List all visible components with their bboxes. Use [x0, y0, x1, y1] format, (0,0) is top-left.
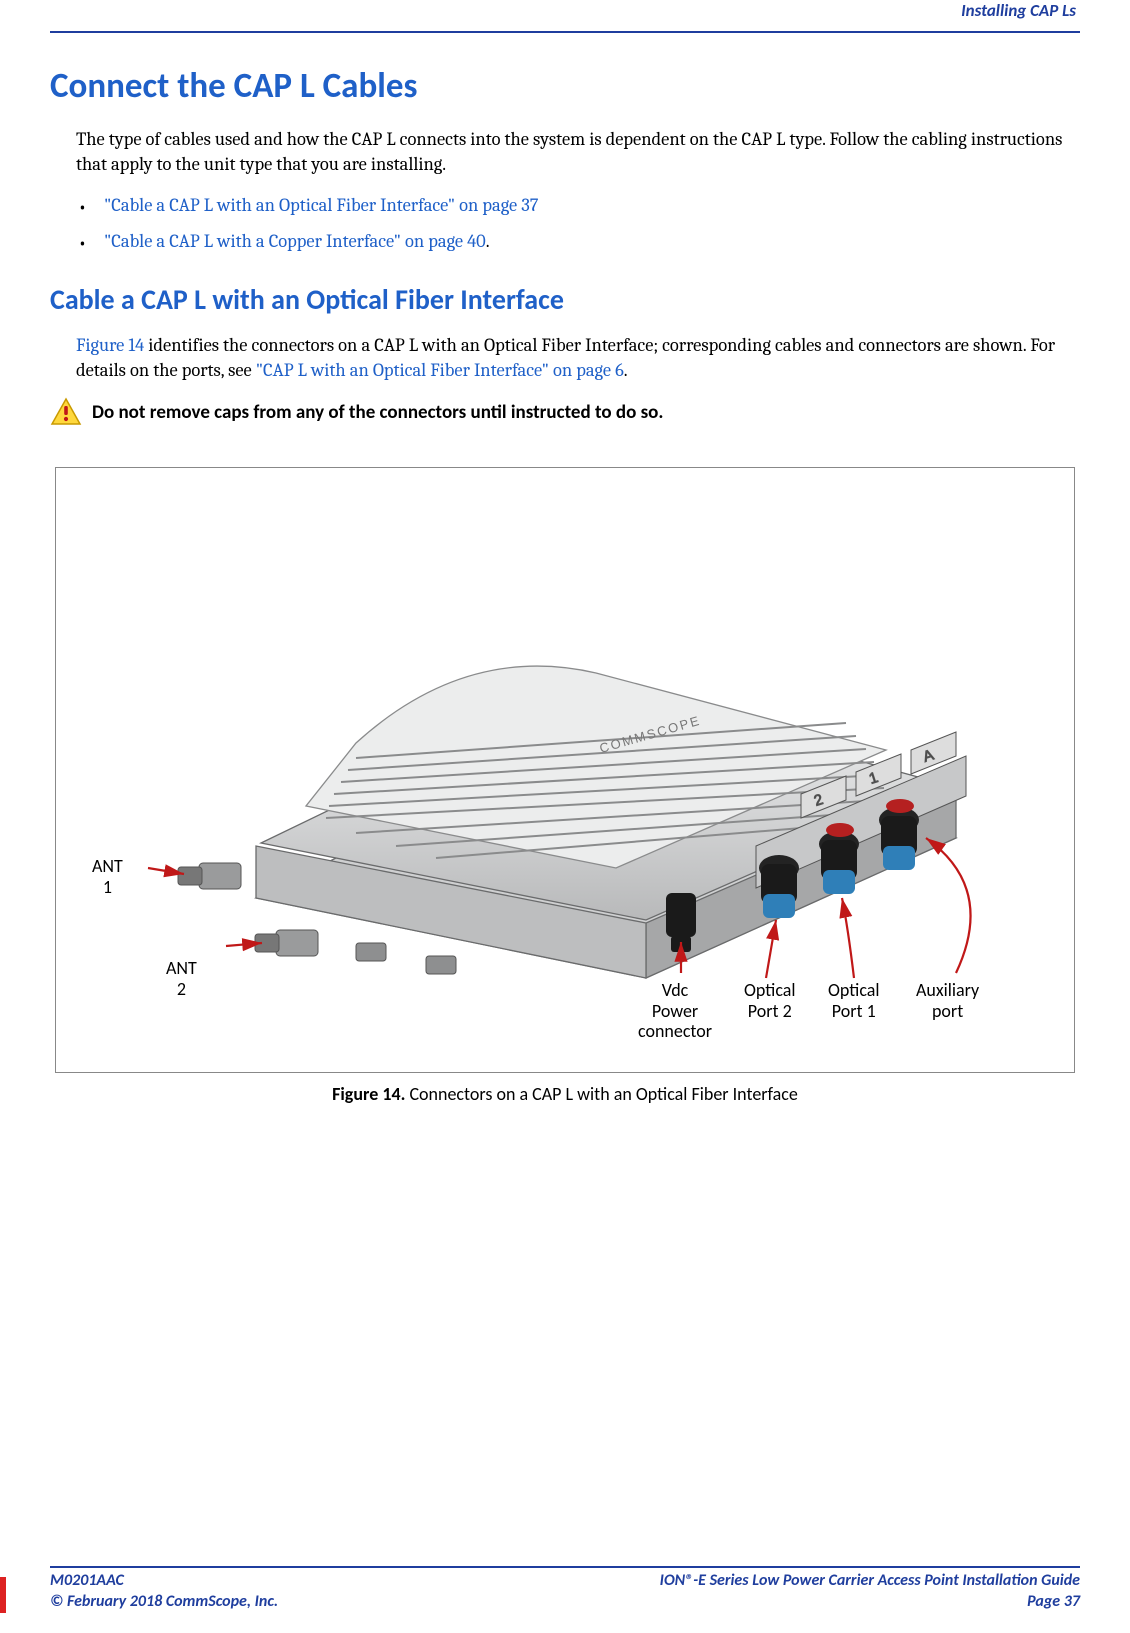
figure-caption: Figure 14. Connectors on a CAP L with an…: [50, 1083, 1080, 1105]
page-footer: M0201AAC © February 2018 CommScope, Inc.…: [50, 1566, 1080, 1613]
page-edge-tab: [0, 1577, 6, 1613]
copyright: © February 2018 CommScope, Inc.: [50, 1591, 278, 1613]
label-vdc: VdcPowerconnector: [638, 980, 712, 1042]
figure-14: COMMSCOPE 2 1: [55, 467, 1075, 1073]
heading-1: Connect the CAP L Cables: [50, 65, 1080, 107]
xref-link[interactable]: "Cable a CAP L with an Optical Fiber Int…: [104, 194, 538, 216]
list-item: "Cable a CAP L with an Optical Fiber Int…: [76, 191, 1080, 221]
link-list: "Cable a CAP L with an Optical Fiber Int…: [76, 191, 1080, 256]
body-paragraph: Figure 14 identifies the connectors on a…: [76, 333, 1080, 383]
doc-title: ION®-E Series Low Power Carrier Access P…: [660, 1570, 1080, 1592]
footer-rule: [50, 1566, 1080, 1568]
label-aux: Auxiliaryport: [916, 980, 979, 1021]
heading-2: Cable a CAP L with an Optical Fiber Inte…: [50, 282, 1080, 317]
figure-number: Figure 14.: [332, 1083, 405, 1105]
header-rule: [50, 31, 1080, 33]
caution-note: Do not remove caps from any of the conne…: [50, 397, 1080, 427]
list-suffix: .: [486, 230, 490, 252]
page-number: Page 37: [660, 1591, 1080, 1613]
doc-number: M0201AAC: [50, 1570, 278, 1592]
footer-right: ION®-E Series Low Power Carrier Access P…: [660, 1570, 1080, 1613]
list-item: "Cable a CAP L with a Copper Interface" …: [76, 227, 1080, 257]
footer-left: M0201AAC © February 2018 CommScope, Inc.: [50, 1570, 278, 1613]
label-opt2: OpticalPort 2: [744, 980, 796, 1021]
figure-ref-link[interactable]: Figure 14: [76, 334, 144, 356]
intro-paragraph: The type of cables used and how the CAP …: [76, 127, 1080, 177]
label-ant1: ANT1: [92, 856, 123, 897]
header-section: Installing CAP Ls: [50, 0, 1080, 23]
label-opt1: OpticalPort 1: [828, 980, 880, 1021]
caution-icon: [50, 397, 82, 427]
label-ant2: ANT2: [166, 958, 197, 999]
figure-title: Connectors on a CAP L with an Optical Fi…: [405, 1083, 797, 1105]
caution-text: Do not remove caps from any of the conne…: [92, 397, 663, 424]
body-text: .: [624, 359, 628, 381]
xref-link[interactable]: "Cable a CAP L with a Copper Interface" …: [104, 230, 486, 252]
xref-link[interactable]: "CAP L with an Optical Fiber Interface" …: [256, 359, 624, 381]
